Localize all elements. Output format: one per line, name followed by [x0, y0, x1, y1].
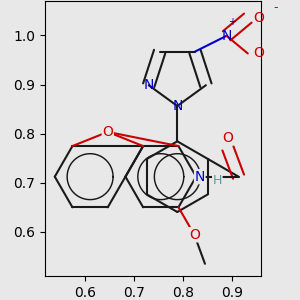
- Text: O: O: [253, 46, 264, 61]
- Text: H: H: [213, 174, 222, 187]
- Text: +: +: [228, 17, 236, 27]
- Text: N: N: [195, 170, 205, 184]
- Text: O: O: [223, 131, 233, 145]
- Text: N: N: [221, 29, 232, 43]
- Text: N: N: [172, 99, 182, 113]
- Text: O: O: [189, 228, 200, 242]
- Text: O: O: [102, 125, 113, 139]
- Text: -: -: [274, 1, 278, 14]
- Text: O: O: [253, 11, 264, 25]
- Text: N: N: [143, 78, 154, 92]
